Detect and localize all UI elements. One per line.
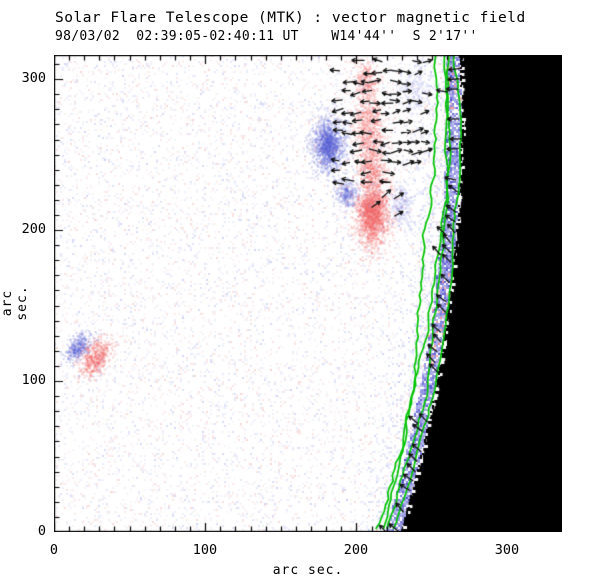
chart-title: Solar Flare Telescope (MTK) : vector mag…	[55, 10, 526, 26]
x-tick-300: 300	[494, 542, 520, 558]
x-tick-0: 0	[49, 542, 59, 558]
y-tick-300: 300	[21, 70, 46, 86]
x-tick-100: 100	[192, 542, 218, 558]
chart-subtitle: 98/03/02 02:39:05-02:40:11 UT W14'44'' S…	[55, 29, 478, 44]
x-tick-200: 200	[343, 542, 369, 558]
y-tick-200: 200	[21, 221, 46, 237]
y-tick-0: 0	[37, 523, 46, 539]
magnetogram-plot	[54, 55, 562, 532]
y-tick-100: 100	[21, 372, 46, 388]
x-axis-label: arc sec.	[272, 563, 344, 578]
y-axis-label: arc sec.	[0, 285, 30, 321]
